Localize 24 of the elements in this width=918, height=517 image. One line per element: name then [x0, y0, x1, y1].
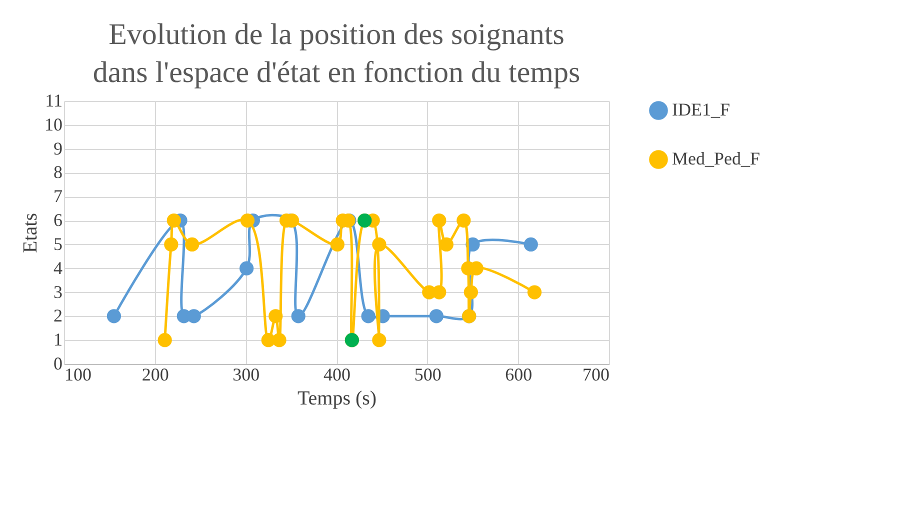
- y-tick-label: 6: [54, 210, 62, 230]
- legend-label: Med_Ped_F: [672, 148, 760, 168]
- y-tick-label: 1: [54, 330, 62, 350]
- y-tick-label: 3: [54, 282, 62, 302]
- legend-label: IDE1_F: [672, 100, 730, 120]
- x-tick-label: 500: [414, 364, 442, 384]
- x-tick-label: 600: [505, 364, 532, 384]
- y-tick-label: 7: [54, 186, 62, 206]
- y-tick-label: 0: [54, 354, 62, 374]
- y-tick-label: 2: [54, 306, 62, 326]
- y-tick-label: 8: [54, 162, 62, 182]
- y-tick-label: 10: [44, 114, 62, 134]
- y-tick-label: 11: [45, 90, 62, 110]
- x-tick-label: 100: [64, 364, 92, 384]
- x-tick-label: 300: [232, 364, 260, 384]
- x-tick-label: 200: [142, 364, 169, 384]
- x-tick-label: 400: [324, 364, 350, 384]
- y-tick-label: 4: [54, 258, 62, 278]
- y-tick-label: 9: [54, 138, 62, 158]
- x-tick-label: 700: [582, 364, 610, 384]
- x-axis-title: Temps (s): [297, 388, 377, 410]
- y-axis-title: Etats: [20, 212, 42, 253]
- chart-title: Evolution de la position des soignants dans l'espace d'état en fonction du temps: [92, 18, 580, 89]
- y-tick-label: 5: [54, 234, 62, 254]
